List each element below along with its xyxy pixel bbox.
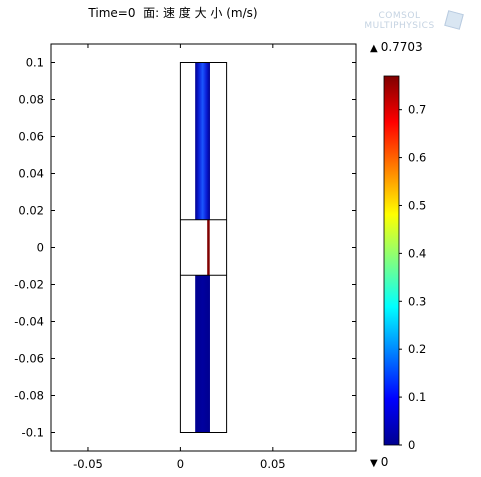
- colorbar-tick-label: 0.5: [408, 198, 426, 212]
- logo-line-2: MULTIPHYSICS: [364, 21, 435, 31]
- colorbar-tick-label: 0.1: [408, 390, 426, 404]
- logo-line-1: COMSOL: [378, 11, 421, 21]
- colorbar-tick-label: 0.3: [408, 294, 426, 308]
- colorbar-min-label: ▼ 0: [370, 455, 388, 469]
- y-tick-label: -0.02: [14, 278, 44, 292]
- plot-area: [179, 62, 228, 433]
- geometry-outer-boundary: [179, 62, 228, 433]
- y-tick-label: 0.02: [18, 204, 44, 218]
- velocity-field-lower: [195, 275, 210, 433]
- colorbar-min-value: 0: [380, 455, 389, 469]
- y-tick-label: 0.1: [26, 56, 44, 70]
- x-tick-label: -0.05: [73, 457, 103, 471]
- y-tick-label: 0: [37, 241, 44, 255]
- y-tick-label: 0.06: [18, 130, 44, 144]
- velocity-field-gap: [207, 219, 210, 276]
- y-tick-label: 0.08: [18, 93, 44, 107]
- colorbar-tick-label: 0.6: [408, 151, 426, 165]
- min-triangle-icon: ▼: [370, 458, 378, 469]
- x-tick-label: 0.05: [260, 457, 286, 471]
- colorbar-tick-label: 0: [408, 438, 415, 452]
- colorbar-tick-label: 0.7: [408, 103, 426, 117]
- colorbar: 0 0.1 0.2 0.3 0.4 0.5 0.6 0.7: [383, 75, 426, 452]
- y-tick-label: -0.08: [14, 389, 44, 403]
- y-tick-label: -0.06: [14, 352, 44, 366]
- colorbar-tick-label: 0.4: [408, 246, 426, 260]
- colorbar-max-value: 0.7703: [380, 40, 423, 54]
- plot-title: Time=0 面: 速 度 大 小 (m/s): [88, 6, 258, 20]
- colorbar-max-label: ▲ 0.7703: [370, 40, 423, 54]
- comsol-logo: COMSOL MULTIPHYSICS: [352, 10, 464, 36]
- x-tick-label: 0: [177, 457, 184, 471]
- colorbar-tick-label: 0.2: [408, 342, 426, 356]
- axes: 0.1 0.08 0.06 0.04 0.02 0 -0.02 -0.04 -0.06 -0.08…: [14, 43, 357, 471]
- colorbar-gradient: [383, 75, 400, 446]
- y-tick-label: 0.04: [18, 167, 44, 181]
- velocity-field-upper: [195, 62, 210, 220]
- y-tick-label: -0.04: [14, 315, 44, 329]
- y-tick-label: -0.1: [22, 426, 44, 440]
- max-triangle-icon: ▲: [370, 43, 378, 54]
